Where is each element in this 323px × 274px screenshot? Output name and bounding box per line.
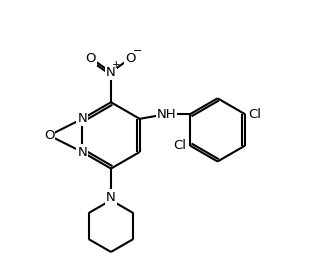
Text: N: N bbox=[106, 190, 116, 204]
Text: NH: NH bbox=[157, 108, 176, 121]
Text: Cl: Cl bbox=[173, 139, 186, 152]
Text: N: N bbox=[106, 66, 116, 79]
Text: −: − bbox=[133, 46, 142, 56]
Text: Cl: Cl bbox=[249, 108, 262, 121]
Text: O: O bbox=[44, 129, 54, 142]
Text: N: N bbox=[78, 112, 87, 125]
Text: O: O bbox=[85, 52, 96, 65]
Text: N: N bbox=[78, 145, 87, 158]
Text: O: O bbox=[125, 52, 136, 65]
Text: +: + bbox=[112, 60, 121, 70]
